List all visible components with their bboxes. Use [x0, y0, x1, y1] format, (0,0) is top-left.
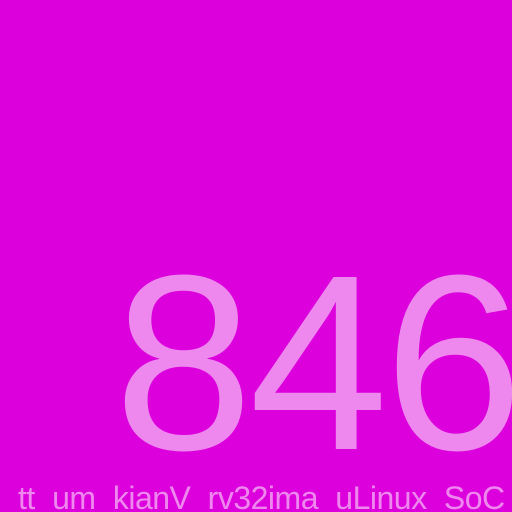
tile-caption: tt_um_kianV_rv32ima_uLinux_SoC — [18, 480, 505, 512]
tile-number: 846 — [114, 223, 512, 502]
